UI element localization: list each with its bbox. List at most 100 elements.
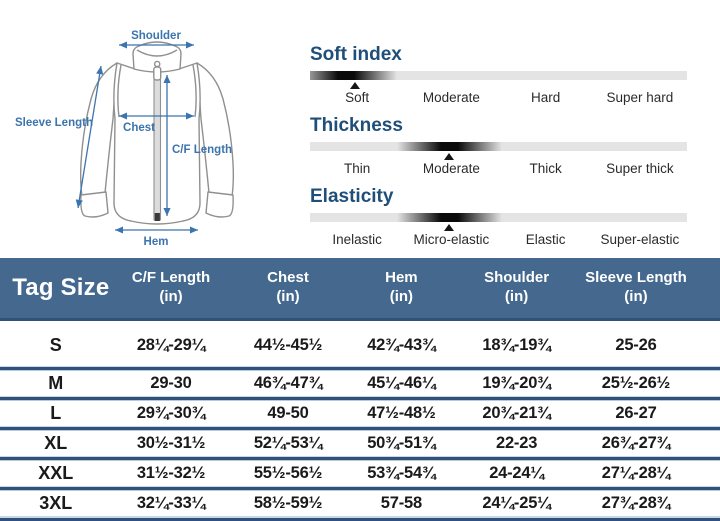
measurement-value: 42¾-43¾: [367, 335, 436, 354]
measurement-value: 47½-48½: [367, 404, 436, 422]
scale-label: Moderate: [422, 161, 480, 176]
measurement-value: 18¾-19¾: [482, 335, 551, 354]
jacket-measurement-diagram: Shoulder Sleeve Length Chest C/F Length …: [0, 0, 300, 258]
column-header-chest: Chest (in): [267, 269, 309, 305]
row-divider: [0, 366, 720, 371]
measurement-value: 27¾-28¾: [601, 494, 671, 512]
measurement-value: 24-24¼: [489, 464, 544, 482]
measurement-value: 44½-45½: [253, 335, 323, 354]
scale-label: Soft: [345, 90, 370, 105]
tag-size-header: Tag Size: [12, 274, 110, 301]
measurement-value: 53¾-54¾: [367, 464, 436, 482]
measurement-value: 20¾-21¾: [482, 404, 551, 422]
thickness-marker-icon: [444, 153, 455, 160]
measurement-value: 27¼-28¼: [601, 464, 671, 482]
measurement-value: 29¾-30¾: [136, 404, 206, 422]
row-divider: [0, 426, 720, 431]
measurement-value: 30½-31½: [136, 434, 206, 452]
scale-label: Thick: [529, 161, 562, 176]
scale-label: Inelastic: [332, 232, 382, 247]
elasticity-scale: Elasticity Inelastic Micro-elastic Elast…: [310, 186, 687, 248]
table-row: S 28¼-29¼ 44½-45½ 42¾-43¾ 18¾-19¾ 25-26: [0, 321, 720, 366]
zipper-pull-ring: [153, 60, 161, 68]
table-row: L 29¾-30¾ 49-50 47½-48½ 20¾-21¾ 26-27: [0, 401, 720, 426]
thickness-gradient-blob: [396, 142, 503, 151]
measurement-value: 24¼-25¼: [482, 494, 551, 512]
thickness-scale: Thickness Thin Moderate Thick Super thic…: [310, 115, 687, 177]
cf-length-label: C/F Length: [172, 144, 232, 156]
scale-label: Super-elastic: [600, 232, 680, 247]
scale-label: Super thick: [606, 161, 674, 176]
table-bottom-edge: [0, 516, 720, 521]
column-header-shoulder: Shoulder (in): [484, 269, 550, 305]
hem-label: Hem: [144, 236, 169, 248]
sleeve-length-arrow: [75, 65, 104, 209]
scale-label: Super hard: [606, 90, 674, 105]
elasticity-title: Elasticity: [310, 186, 394, 207]
measurement-value: 57-58: [380, 494, 422, 512]
right-armhole-seam: [192, 64, 197, 118]
measurement-arrows: [75, 41, 198, 234]
thickness-bar: [310, 142, 687, 160]
size-label: XL: [44, 433, 68, 453]
measurement-value: 46¾-47¾: [253, 374, 323, 392]
row-divider: [0, 396, 720, 401]
thickness-title: Thickness: [310, 115, 403, 136]
elasticity-marker-icon: [444, 224, 455, 231]
zipper-track: [153, 69, 162, 221]
zipper-slider: [153, 66, 162, 81]
measurement-value: 45¼-46¼: [367, 374, 436, 392]
right-sleeve: [196, 62, 235, 197]
scale-label: Thin: [343, 161, 371, 176]
soft-index-scale: Soft index Soft Moderate Hard Super hard: [310, 44, 687, 106]
measurement-value: 52¼-53¼: [253, 434, 323, 452]
size-label: L: [50, 403, 62, 423]
scale-label: Micro-elastic: [413, 232, 490, 247]
rating-scales: Soft index Soft Moderate Hard Super hard…: [310, 44, 687, 257]
row-divider: [0, 456, 720, 461]
table-row: XXL 31½-32½ 55½-56½ 53¾-54¾ 24-24¼ 27¼-28¼: [0, 461, 720, 486]
table-row: 3XL 32¼-33¼ 58½-59½ 57-58 24¼-25¼ 27¾-28¾: [0, 491, 720, 516]
jacket-outline-drawing: Shoulder Sleeve Length Chest C/F Length …: [15, 30, 235, 248]
soft-index-gradient-blob: [310, 71, 397, 80]
left-armhole-seam: [117, 64, 122, 118]
size-label: M: [48, 373, 64, 393]
measurement-value: 58½-59½: [253, 494, 323, 512]
size-label: 3XL: [39, 493, 73, 513]
measurement-value: 31½-32½: [136, 464, 206, 482]
zipper-stop: [154, 213, 160, 221]
measurement-value: 25-26: [615, 335, 657, 354]
measurement-value: 50¾-51¾: [367, 434, 436, 452]
scale-label: Elastic: [525, 232, 566, 247]
measurement-value: 26¾-27¾: [601, 434, 671, 452]
size-table-header: Tag Size C/F Length (in) Chest (in) Hem …: [0, 258, 720, 318]
soft-index-bar: [310, 71, 687, 89]
measurement-value: 26-27: [615, 404, 657, 422]
left-cuff: [80, 191, 109, 218]
elasticity-bar: [310, 213, 687, 231]
soft-index-title: Soft index: [310, 44, 402, 65]
size-table-body: S 28¼-29¼ 44½-45½ 42¾-43¾ 18¾-19¾ 25-26 M 29-30…: [0, 321, 720, 516]
right-cuff: [205, 191, 234, 218]
size-label: S: [49, 334, 62, 355]
measurement-value: 28¼-29¼: [136, 335, 206, 354]
scale-label: Hard: [530, 90, 561, 105]
table-row: XL 30½-31½ 52¼-53¼ 50¾-51¾ 22-23 26¾-27¾: [0, 431, 720, 456]
column-header-sleeve-length: Sleeve Length (in): [585, 269, 687, 305]
measurement-value: 49-50: [267, 404, 309, 422]
column-header-cf-length: C/F Length (in): [131, 269, 211, 305]
row-divider: [0, 486, 720, 491]
soft-index-marker-icon: [350, 82, 361, 89]
size-table: Tag Size C/F Length (in) Chest (in) Hem …: [0, 258, 720, 521]
elasticity-gradient-blob: [396, 213, 503, 222]
measurement-value: 19¾-20¾: [482, 374, 551, 392]
scale-label: Moderate: [422, 90, 480, 105]
measurement-value: 22-23: [495, 434, 538, 452]
measurement-value: 55½-56½: [253, 464, 323, 482]
table-row: M 29-30 46¾-47¾ 45¼-46¼ 19¾-20¾ 25½-26½: [0, 371, 720, 396]
sleeve-length-label: Sleeve Length: [15, 117, 93, 129]
jacket-body-group: [79, 41, 235, 225]
shoulder-label: Shoulder: [131, 30, 181, 42]
measurement-value: 25½-26½: [601, 374, 671, 392]
